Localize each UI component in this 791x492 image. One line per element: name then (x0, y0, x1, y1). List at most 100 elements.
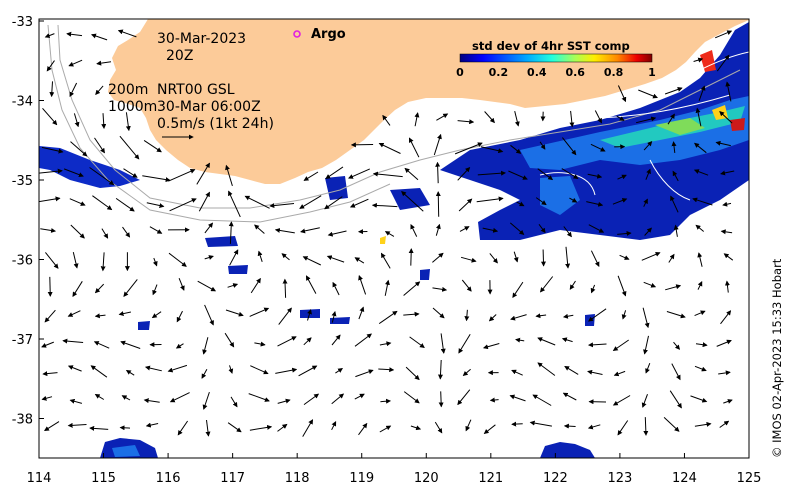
velocity-arrow (202, 391, 210, 410)
velocity-arrow (643, 198, 648, 207)
velocity-arrow (403, 391, 420, 404)
velocity-arrow (94, 393, 105, 400)
velocity-arrow (167, 364, 188, 373)
velocity-arrow (510, 314, 527, 321)
velocity-arrow (39, 196, 61, 203)
velocity-arrow (720, 310, 732, 325)
velocity-arrow (590, 143, 606, 152)
velocity-arrow (177, 420, 189, 436)
velocity-arrow (641, 394, 648, 408)
velocity-arrow (175, 343, 184, 349)
velocity-arrow (384, 279, 390, 296)
velocity-arrow (89, 425, 109, 431)
velocity-arrow (716, 339, 732, 347)
x-tick-label: 118 (285, 471, 310, 486)
velocity-arrow (432, 286, 448, 292)
velocity-arrow (461, 279, 472, 292)
velocity-arrow (123, 168, 138, 178)
velocity-arrow (643, 335, 649, 355)
velocity-arrow (694, 310, 706, 317)
velocity-arrow (619, 254, 630, 260)
velocity-arrow (331, 334, 341, 346)
velocity-arrow (667, 113, 675, 125)
velocity-arrow (616, 115, 625, 121)
velocity-arrow (204, 222, 214, 234)
velocity-arrow (325, 166, 344, 179)
y-tick-label: -35 (12, 174, 33, 189)
velocity-arrow (49, 81, 55, 98)
velocity-arrow (303, 393, 320, 406)
velocity-arrow (403, 311, 420, 317)
velocity-arrow (198, 191, 210, 212)
velocity-arrow (250, 277, 261, 294)
velocity-arrow (94, 313, 106, 319)
velocity-arrow (695, 224, 705, 232)
velocity-arrow (509, 222, 525, 235)
velocity-arrow (196, 162, 210, 185)
argo-label: Argo (311, 27, 346, 42)
plot-frame (38, 18, 750, 459)
velocity-arrow (142, 175, 171, 183)
velocity-arrow (569, 197, 578, 203)
velocity-arrow (587, 173, 603, 179)
velocity-arrow (39, 168, 63, 174)
velocity-arrow (401, 191, 424, 212)
velocity-arrow (672, 170, 679, 182)
velocity-arrow (121, 395, 131, 401)
y-tick-label: -37 (12, 333, 33, 348)
velocity-arrow (44, 33, 55, 38)
velocity-arrow (91, 33, 108, 41)
velocity-arrow (565, 246, 571, 269)
velocity-arrow (670, 195, 679, 213)
velocity-arrow (228, 365, 234, 374)
velocity-arrow (673, 341, 681, 350)
velocity-arrow (488, 314, 497, 322)
velocity-arrow (125, 112, 131, 132)
velocity-arrow (666, 311, 686, 319)
velocity-arrow (358, 275, 367, 295)
velocity-arrow (250, 365, 269, 375)
velocity-arrow (511, 421, 523, 427)
velocity-arrow (382, 114, 391, 126)
velocity-arrow (590, 250, 600, 267)
velocity-arrow (384, 231, 395, 237)
velocity-arrow (169, 198, 197, 212)
depth-1000-label: 1000m (108, 99, 157, 115)
velocity-arrow (69, 198, 86, 206)
velocity-arrow (354, 257, 365, 264)
velocity-arrow (227, 422, 242, 433)
velocity-arrow (379, 341, 392, 347)
velocity-arrow (409, 336, 425, 348)
velocity-arrow (43, 421, 60, 432)
velocity-arrow (697, 281, 703, 290)
velocity-arrow (509, 394, 526, 402)
velocity-arrow (324, 196, 343, 210)
scale-label: 0.5m/s (1kt 24h) (157, 116, 274, 132)
velocity-arrow (355, 369, 374, 378)
velocity-arrow (538, 224, 546, 234)
velocity-arrow (569, 110, 575, 128)
velocity-arrow (44, 309, 56, 323)
velocity-arrow (561, 168, 579, 179)
velocity-arrow (254, 341, 266, 347)
velocity-arrow (371, 202, 398, 208)
velocity-arrow (100, 252, 106, 272)
velocity-arrow (146, 202, 165, 208)
velocity-arrow (617, 174, 627, 180)
velocity-arrow (249, 424, 273, 431)
velocity-arrow (302, 256, 322, 266)
velocity-arrow (464, 309, 470, 322)
velocity-arrow (564, 365, 579, 375)
velocity-arrow (480, 146, 504, 154)
velocity-arrow (40, 227, 57, 233)
velocity-arrow (274, 227, 295, 234)
velocity-arrow (228, 190, 241, 218)
x-tick-label: 115 (91, 471, 116, 486)
velocity-arrow (477, 170, 507, 176)
velocity-arrow (230, 396, 238, 408)
velocity-arrow (722, 201, 732, 207)
x-tick-label: 122 (543, 471, 568, 486)
velocity-arrow (118, 311, 132, 317)
velocity-arrow (669, 390, 682, 409)
